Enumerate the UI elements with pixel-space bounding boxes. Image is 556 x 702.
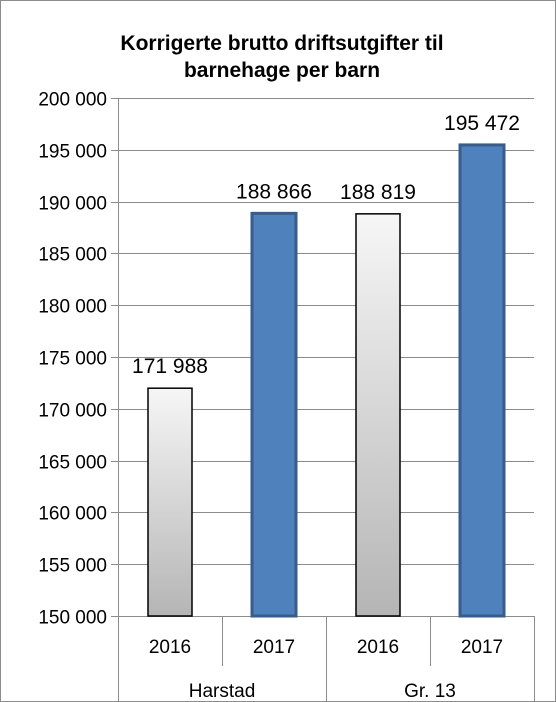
x-tick-label: 2016 [357, 637, 399, 658]
bars [147, 143, 506, 618]
x-tick-label: 2017 [461, 637, 503, 658]
data-label: 188 866 [236, 180, 312, 203]
y-tick-label: 190 000 [38, 194, 107, 215]
x-tick-label: 2016 [149, 637, 191, 658]
y-tick-label: 165 000 [38, 453, 107, 474]
x-tick-label: 2017 [253, 637, 295, 658]
y-tick-label: 150 000 [38, 608, 107, 629]
y-tick-label: 155 000 [38, 556, 107, 577]
chart-title-line-1: Korrigerte brutto driftsutgifter til [120, 32, 443, 55]
data-label: 171 988 [132, 355, 208, 378]
y-tick-label: 200 000 [38, 90, 107, 111]
y-tick-label: 170 000 [38, 401, 107, 422]
bar [250, 211, 298, 618]
y-tick-label: 195 000 [38, 142, 107, 163]
y-tick-label: 185 000 [38, 245, 107, 266]
labels: 150 000 155 000 160 000 165 000 170 000 175 0… [38, 90, 520, 702]
y-tick-label: 175 000 [38, 349, 107, 370]
bar [355, 213, 401, 617]
group-label: Harstad [189, 681, 256, 702]
chart-title-line-2: barnehage per barn [184, 59, 380, 82]
data-label: 188 819 [340, 181, 416, 204]
bar [147, 387, 193, 617]
axes [118, 98, 535, 702]
bar [458, 143, 506, 618]
data-label: 195 472 [444, 112, 520, 135]
y-tick-label: 180 000 [38, 297, 107, 318]
group-label: Gr. 13 [404, 681, 456, 702]
y-tick-label: 160 000 [38, 504, 107, 525]
